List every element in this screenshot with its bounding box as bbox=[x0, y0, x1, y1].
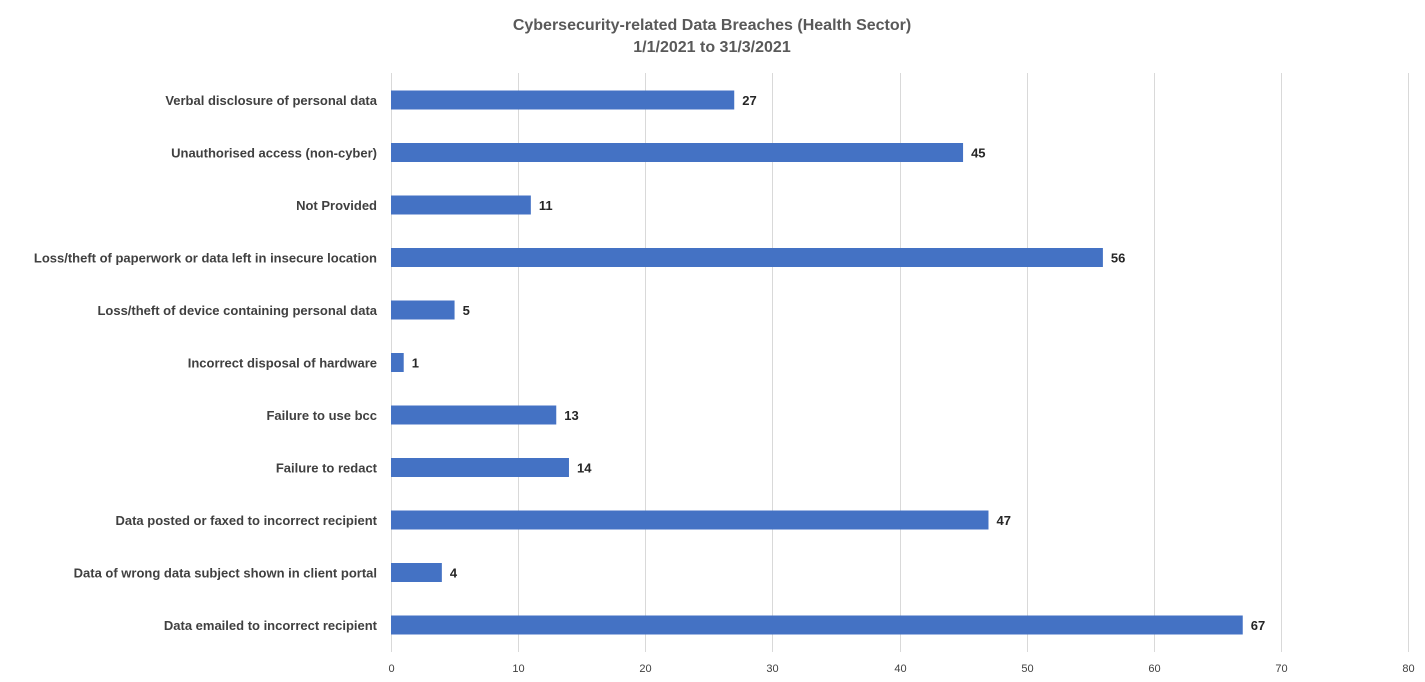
bar bbox=[391, 248, 1103, 267]
bar bbox=[391, 300, 455, 320]
bar bbox=[391, 143, 964, 162]
x-tick-label: 30 bbox=[766, 663, 778, 675]
category-labels: Verbal disclosure of personal data Unauth… bbox=[34, 93, 378, 633]
category-label: Verbal disclosure of personal data bbox=[165, 93, 377, 108]
data-label: 4 bbox=[450, 566, 458, 581]
data-label: 56 bbox=[1111, 251, 1125, 266]
bar bbox=[391, 458, 569, 477]
chart-subtitle: 1/1/2021 to 31/3/2021 bbox=[633, 39, 791, 56]
x-tick-label: 70 bbox=[1275, 663, 1287, 675]
bar bbox=[391, 195, 531, 215]
category-label: Unauthorised access (non-cyber) bbox=[171, 146, 377, 161]
bar bbox=[391, 510, 989, 530]
x-tick-label: 0 bbox=[388, 663, 394, 675]
data-label: 47 bbox=[996, 513, 1010, 528]
bar bbox=[391, 615, 1243, 635]
chart-title: Cybersecurity-related Data Breaches (Hea… bbox=[513, 17, 911, 34]
data-labels: 27 45 11 56 5 1 13 14 47 4 67 bbox=[412, 93, 1265, 633]
data-label: 14 bbox=[577, 461, 592, 476]
x-axis-ticks: 0 10 20 30 40 50 60 70 80 bbox=[388, 663, 1414, 675]
category-label: Failure to use bcc bbox=[266, 408, 377, 423]
x-tick-label: 40 bbox=[894, 663, 906, 675]
data-label: 45 bbox=[971, 146, 985, 161]
x-tick-label: 80 bbox=[1402, 663, 1414, 675]
category-label: Not Provided bbox=[296, 198, 377, 213]
data-label: 27 bbox=[742, 93, 756, 108]
bar bbox=[391, 563, 442, 582]
data-label: 67 bbox=[1251, 618, 1265, 633]
x-tick-label: 60 bbox=[1148, 663, 1160, 675]
category-label: Data of wrong data subject shown in clie… bbox=[74, 566, 377, 581]
x-tick-label: 10 bbox=[512, 663, 524, 675]
category-label: Incorrect disposal of hardware bbox=[188, 356, 377, 371]
bar bbox=[391, 405, 557, 425]
category-label: Data posted or faxed to incorrect recipi… bbox=[115, 513, 377, 528]
category-label: Loss/theft of device containing personal… bbox=[97, 303, 377, 318]
gridlines bbox=[391, 73, 1409, 652]
category-label: Loss/theft of paperwork or data left in … bbox=[34, 251, 377, 266]
x-tick-label: 20 bbox=[639, 663, 651, 675]
bars bbox=[391, 90, 1243, 635]
data-label: 5 bbox=[463, 303, 470, 318]
data-label: 11 bbox=[539, 198, 553, 213]
bar bbox=[391, 353, 404, 372]
data-label: 1 bbox=[412, 356, 419, 371]
category-label: Failure to redact bbox=[276, 461, 378, 476]
x-tick-label: 50 bbox=[1021, 663, 1033, 675]
data-label: 13 bbox=[564, 408, 578, 423]
category-label: Data emailed to incorrect recipient bbox=[164, 618, 378, 633]
bar bbox=[391, 90, 735, 110]
